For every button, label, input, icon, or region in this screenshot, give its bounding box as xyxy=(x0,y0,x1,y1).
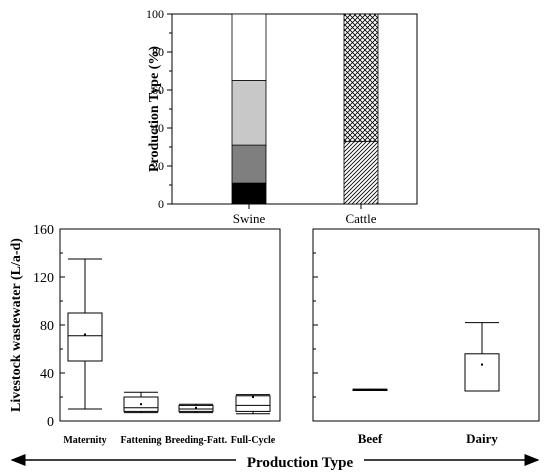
bar-segment-cattle-1 xyxy=(343,13,379,142)
bl-y-tick-label: 160 xyxy=(33,223,54,238)
bl-box-breeding-fatt- xyxy=(178,403,214,414)
top-x-category-label: Swine xyxy=(233,211,266,226)
iqr-box xyxy=(235,395,271,412)
footer-x-axis-label: Production Type xyxy=(247,455,354,471)
iqr-box xyxy=(464,353,500,392)
bar-segment-swine-1 xyxy=(231,144,267,184)
top-plot-frame xyxy=(171,13,418,205)
bl-x-category-label: Maternity xyxy=(63,435,106,446)
br-plot-frame xyxy=(312,228,540,422)
top-x-category-label: Cattle xyxy=(345,211,376,226)
bl-y-axis-label: Livestock wastewater (L/a-d) xyxy=(9,238,24,412)
bl-y-tick-label: 40 xyxy=(40,367,54,382)
top-y-tick-label: 60 xyxy=(152,83,164,97)
bl-box-fattening xyxy=(123,391,159,414)
bl-box-maternity xyxy=(67,258,103,410)
top-y-tick-label: 0 xyxy=(158,197,164,211)
bl-y-tick-label: 80 xyxy=(40,319,54,334)
bl-x-category-label: Breeding-Fatt. xyxy=(165,435,228,446)
bl-x-category-label: Full-Cycle xyxy=(231,435,276,446)
mean-marker xyxy=(252,396,254,398)
top-y-tick-label: 80 xyxy=(152,45,164,59)
top-y-tick-label: 40 xyxy=(152,121,164,135)
mean-marker xyxy=(195,406,197,409)
iqr-box xyxy=(67,312,103,362)
stacked-bar-chart: 0 20 40 60 80 100 Swine Cattle Production Type… xyxy=(146,7,418,226)
mean-marker xyxy=(481,363,483,366)
top-y-tick-label: 20 xyxy=(152,159,164,173)
bl-y-tick-label: 120 xyxy=(33,271,54,286)
bar-segment-swine-3 xyxy=(231,13,267,81)
footer-label-bg xyxy=(236,452,364,472)
top-y-tick-label: 100 xyxy=(146,7,164,21)
mean-marker xyxy=(140,403,142,406)
top-y-axis-label: Production Type (%) xyxy=(147,46,162,172)
bar-segment-swine-0 xyxy=(231,182,267,205)
br-box-dairy xyxy=(464,322,500,392)
bl-x-category-label: Fattening xyxy=(120,435,161,446)
bar-segment-swine-2 xyxy=(231,80,267,146)
mean-marker xyxy=(369,388,371,391)
box-plot-left: 0 40 80 120 160 Maternity Fattening Breeding-F… xyxy=(9,223,281,446)
mean-marker xyxy=(84,333,86,336)
bl-box-full-cycle xyxy=(235,394,271,415)
br-x-category-label: Dairy xyxy=(466,431,498,446)
bl-y-tick-label: 0 xyxy=(47,415,54,430)
br-x-category-label: Beef xyxy=(358,431,383,446)
box-plot-right: Beef Dairy xyxy=(312,228,540,446)
bar-segment-cattle-0 xyxy=(343,140,379,205)
br-box-beef xyxy=(352,388,388,391)
